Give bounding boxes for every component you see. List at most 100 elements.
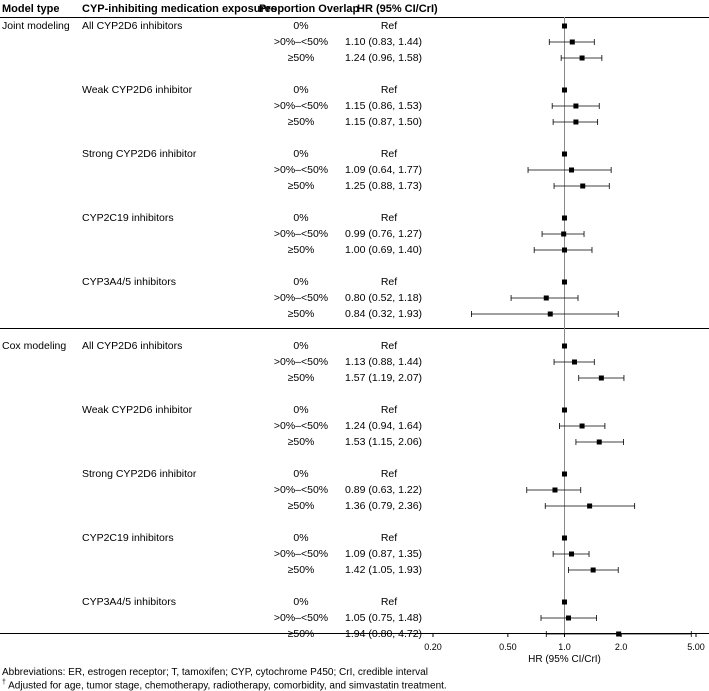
point-estimate <box>579 423 585 429</box>
hr-text: 1.94 (0.80, 4.72) <box>345 628 423 640</box>
hr-text: 1.57 (1.19, 2.07) <box>345 372 423 384</box>
overlap-label: >0%–<50% <box>273 292 329 304</box>
point-estimate <box>569 167 575 173</box>
overlap-label: 0% <box>293 340 309 352</box>
overlap-label: 0% <box>293 212 309 224</box>
exposure-label: CYP3A4/5 inhibitors <box>82 276 176 288</box>
overlap-label: ≥50% <box>287 500 315 512</box>
model-type-label: Cox modeling <box>2 340 67 352</box>
hr-text: Ref <box>380 340 398 352</box>
exposure-label: CYP2C19 inhibitors <box>82 532 174 544</box>
point-estimate <box>562 247 567 253</box>
x-tick-label: 5.00 <box>687 642 705 652</box>
hr-text: 1.09 (0.87, 1.35) <box>345 548 423 560</box>
hr-text: 1.24 (0.96, 1.58) <box>345 52 423 64</box>
point-estimate <box>571 359 577 365</box>
point-estimate <box>616 631 622 637</box>
overlap-label: >0%–<50% <box>273 612 329 624</box>
overlap-label: 0% <box>293 148 309 160</box>
overlap-label: >0%–<50% <box>273 356 329 368</box>
overlap-label: 0% <box>293 596 309 608</box>
point-estimate <box>562 151 567 157</box>
header-hr: HR (95% CI/CrI) <box>357 3 438 15</box>
exposure-label: Strong CYP2D6 inhibitor <box>82 468 197 480</box>
exposure-label: All CYP2D6 inhibitors <box>82 340 183 352</box>
x-tick-label: 0.20 <box>424 642 442 652</box>
hr-text: 1.10 (0.83, 1.44) <box>345 36 423 48</box>
exposure-label: CYP3A4/5 inhibitors <box>82 596 176 608</box>
hr-text: Ref <box>380 596 398 608</box>
hr-text: Ref <box>380 532 398 544</box>
hr-text: 0.89 (0.63, 1.22) <box>345 484 423 496</box>
overlap-label: 0% <box>293 84 309 96</box>
footnote-adjusted-text: Adjusted for age, tumor stage, chemother… <box>8 680 447 691</box>
exposure-label: Weak CYP2D6 inhibitor <box>82 404 193 416</box>
overlap-label: ≥50% <box>287 308 315 320</box>
footnote-adjusted: † Adjusted for age, tumor stage, chemoth… <box>2 679 447 691</box>
model-type-label: Joint modeling <box>2 20 70 32</box>
overlap-label: >0%–<50% <box>273 36 329 48</box>
hr-text: Ref <box>380 84 398 96</box>
overlap-label: 0% <box>293 468 309 480</box>
overlap-label: ≥50% <box>287 564 315 576</box>
point-estimate <box>543 295 549 301</box>
point-estimate <box>562 471 567 477</box>
overlap-label: >0%–<50% <box>273 164 329 176</box>
overlap-label: ≥50% <box>287 116 315 128</box>
point-estimate <box>562 535 567 541</box>
overlap-label: 0% <box>293 276 309 288</box>
point-estimate <box>598 375 604 381</box>
point-estimate <box>573 103 579 109</box>
point-estimate <box>579 55 585 61</box>
point-estimate <box>562 407 567 413</box>
hr-text: 1.15 (0.86, 1.53) <box>345 100 423 112</box>
overlap-label: ≥50% <box>287 628 315 640</box>
header-model-type: Model type <box>2 3 60 15</box>
hr-text: 0.99 (0.76, 1.27) <box>345 228 423 240</box>
hr-text: Ref <box>380 212 398 224</box>
point-estimate <box>547 311 553 317</box>
overlap-label: >0%–<50% <box>273 484 329 496</box>
x-tick-label: 2.0 <box>615 642 628 652</box>
table-bottom-rule <box>0 633 709 634</box>
point-estimate <box>562 279 567 285</box>
overlap-label: >0%–<50% <box>273 228 329 240</box>
exposure-label: Weak CYP2D6 inhibitor <box>82 84 193 96</box>
overlap-label: 0% <box>293 20 309 32</box>
point-estimate <box>565 615 571 621</box>
hr-text: 0.80 (0.52, 1.18) <box>345 292 423 304</box>
footnote-abbreviations: Abbreviations: ER, estrogen receptor; T,… <box>2 667 428 678</box>
dagger-mark: † <box>2 679 6 686</box>
hr-text: 0.84 (0.32, 1.93) <box>345 308 423 320</box>
x-axis-label: HR (95% CI/CrI) <box>528 654 601 665</box>
point-estimate <box>573 119 579 125</box>
hr-text: Ref <box>380 20 398 32</box>
point-estimate <box>561 231 567 237</box>
x-tick-label: 0.50 <box>499 642 517 652</box>
hr-text: 1.25 (0.88, 1.73) <box>345 180 423 192</box>
hr-text: Ref <box>380 276 398 288</box>
hr-text: Ref <box>380 404 398 416</box>
point-estimate <box>562 215 567 221</box>
hr-text: 1.15 (0.87, 1.50) <box>345 116 423 128</box>
x-tick-label: 1.0 <box>558 642 571 652</box>
point-estimate <box>552 487 558 493</box>
point-estimate <box>587 503 593 509</box>
hr-text: 1.09 (0.64, 1.77) <box>345 164 423 176</box>
point-estimate <box>562 599 567 605</box>
point-estimate <box>562 23 567 29</box>
hr-text: Ref <box>380 468 398 480</box>
point-estimate <box>569 39 575 45</box>
overlap-label: ≥50% <box>287 436 315 448</box>
hr-text: 1.53 (1.15, 2.06) <box>345 436 423 448</box>
overlap-label: 0% <box>293 532 309 544</box>
header-overlap: Proportion Overlap <box>259 3 360 15</box>
exposure-label: Strong CYP2D6 inhibitor <box>82 148 197 160</box>
exposure-label: CYP2C19 inhibitors <box>82 212 174 224</box>
hr-text: Ref <box>380 148 398 160</box>
point-estimate <box>569 551 575 557</box>
hr-text: 1.36 (0.79, 2.36) <box>345 500 423 512</box>
point-estimate <box>580 183 586 189</box>
overlap-label: ≥50% <box>287 244 315 256</box>
